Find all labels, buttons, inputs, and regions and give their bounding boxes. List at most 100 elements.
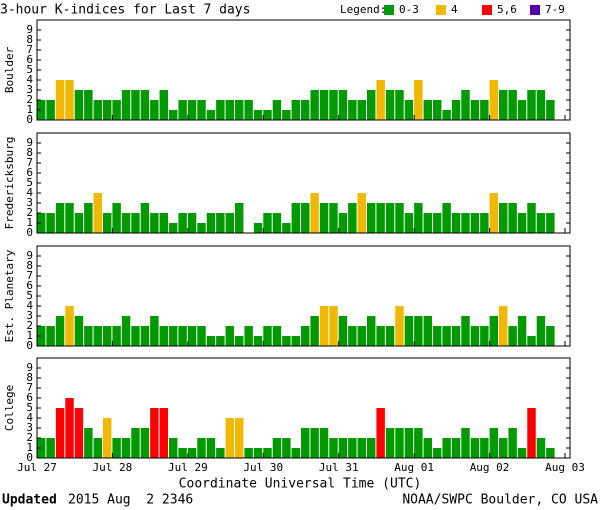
- bar: [235, 336, 244, 346]
- y-tick-label: 9: [26, 23, 33, 36]
- legend-swatch: [384, 5, 394, 15]
- bar: [508, 326, 517, 346]
- bar: [442, 110, 451, 120]
- bar: [376, 408, 385, 458]
- bar: [253, 336, 263, 346]
- x-tick-label: Jul 30: [243, 461, 283, 474]
- y-tick-label: 2: [26, 93, 33, 106]
- bar: [84, 428, 93, 458]
- bar: [423, 100, 432, 120]
- bar: [112, 326, 121, 346]
- bar: [112, 438, 121, 458]
- bar: [301, 203, 310, 233]
- bar: [319, 306, 329, 346]
- bar: [367, 438, 376, 458]
- updated-time: 2015 Aug 2 2346: [68, 493, 193, 508]
- x-axis-label: Coordinate Universal Time (UTC): [179, 477, 422, 492]
- bar: [301, 428, 310, 458]
- bar: [206, 336, 216, 346]
- bar: [206, 438, 216, 458]
- bar: [291, 100, 300, 120]
- bar: [367, 203, 376, 233]
- bar: [499, 438, 508, 458]
- y-tick-label: 7: [26, 156, 33, 169]
- panel-label: Boulder: [3, 46, 16, 93]
- bar: [329, 90, 338, 120]
- bar: [414, 80, 423, 120]
- bar: [187, 326, 197, 346]
- bar: [197, 438, 206, 458]
- bar: [244, 326, 253, 346]
- bar: [470, 326, 480, 346]
- bar: [329, 306, 338, 346]
- y-tick-label: 9: [26, 136, 33, 149]
- bar: [103, 326, 112, 346]
- bar: [169, 326, 178, 346]
- bar: [357, 100, 366, 120]
- legend-swatch: [530, 5, 540, 15]
- bar: [423, 438, 432, 458]
- bar: [536, 90, 546, 120]
- bar: [282, 438, 291, 458]
- bar: [310, 90, 319, 120]
- bar: [263, 213, 272, 233]
- bar: [527, 203, 536, 233]
- bar: [451, 326, 461, 346]
- bar: [451, 438, 461, 458]
- bar: [169, 110, 178, 120]
- bar: [499, 306, 508, 346]
- bar: [253, 223, 263, 233]
- bar: [272, 438, 282, 458]
- bar: [140, 326, 150, 346]
- bar: [338, 316, 348, 346]
- bar: [470, 100, 480, 120]
- bar: [103, 213, 112, 233]
- bar: [319, 203, 329, 233]
- bar: [131, 326, 140, 346]
- bar: [112, 100, 121, 120]
- bar: [301, 100, 310, 120]
- bar: [291, 336, 300, 346]
- y-tick-label: 6: [26, 166, 33, 179]
- bar: [121, 90, 131, 120]
- y-tick-label: 4: [26, 299, 33, 312]
- bar: [150, 408, 159, 458]
- bar: [404, 428, 414, 458]
- bar: [46, 213, 55, 233]
- y-tick-label: 2: [26, 319, 33, 332]
- bar: [74, 90, 84, 120]
- bar: [84, 203, 93, 233]
- bar: [395, 306, 404, 346]
- bar: [489, 428, 498, 458]
- bar: [319, 90, 329, 120]
- bar: [517, 316, 527, 346]
- y-tick-label: 7: [26, 269, 33, 282]
- bar: [46, 326, 55, 346]
- bar: [93, 326, 102, 346]
- bar: [489, 80, 498, 120]
- bar: [423, 316, 432, 346]
- bar: [216, 213, 225, 233]
- bar: [376, 326, 385, 346]
- bar: [461, 316, 470, 346]
- bar: [338, 213, 348, 233]
- y-tick-label: 1: [26, 329, 33, 342]
- bar: [376, 80, 385, 120]
- panel-label: Fredericksburg: [3, 137, 16, 230]
- bar: [499, 203, 508, 233]
- bar: [178, 326, 187, 346]
- bar: [508, 203, 517, 233]
- legend-swatch: [482, 5, 492, 15]
- y-tick-label: 5: [26, 63, 33, 76]
- y-tick-label: 5: [26, 401, 33, 414]
- bar: [55, 80, 65, 120]
- bar: [55, 316, 65, 346]
- bar: [480, 213, 489, 233]
- bar: [310, 193, 319, 233]
- bar: [329, 203, 338, 233]
- bar: [159, 213, 168, 233]
- bar: [442, 326, 451, 346]
- bar: [244, 100, 253, 120]
- bar: [395, 203, 404, 233]
- y-tick-label: 4: [26, 186, 33, 199]
